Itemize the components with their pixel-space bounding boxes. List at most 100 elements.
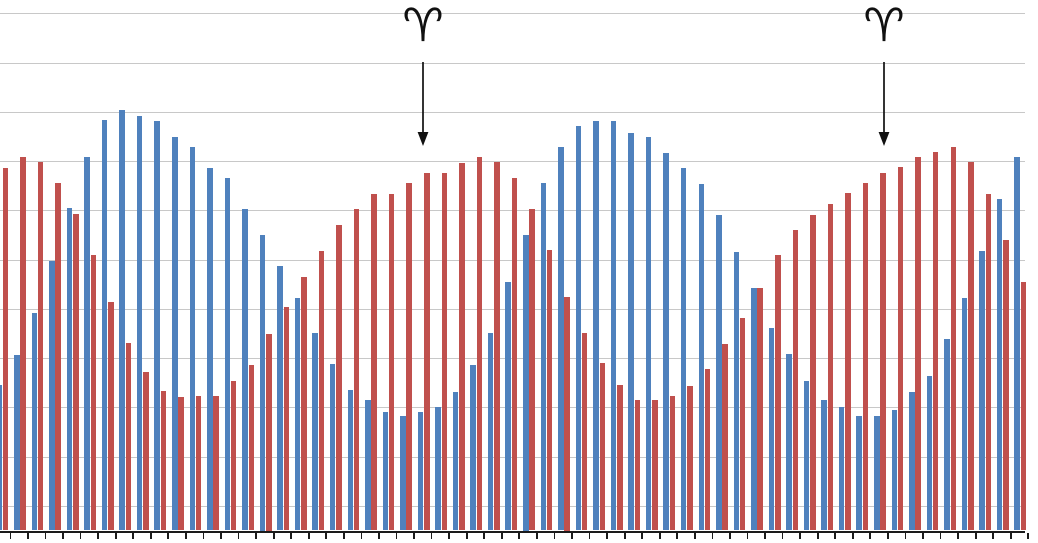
blue-series-bar [417, 411, 424, 531]
blue-series-bar [540, 182, 547, 531]
red-series-bar [739, 317, 746, 531]
red-series-bar [143, 371, 149, 531]
blue-series-bar [136, 115, 143, 531]
blue-series-bar [821, 400, 827, 531]
red-series-bar [388, 194, 395, 531]
red-series-bar [932, 151, 939, 531]
blue-series-bar [329, 363, 336, 531]
red-series-bar [529, 208, 535, 531]
x-axis-tick [606, 532, 608, 540]
red-series-bar [459, 163, 465, 531]
red-series-bar [880, 172, 886, 531]
x-axis-tick [693, 532, 696, 540]
red-series-bar [494, 162, 500, 531]
red-series-bar [266, 333, 272, 531]
x-axis-tick [887, 532, 889, 540]
blue-series-bar [1014, 156, 1020, 531]
red-series-bar [845, 193, 851, 531]
x-axis-tick [851, 532, 854, 540]
red-series-bar [792, 229, 799, 531]
blue-series-bar [979, 250, 985, 531]
x-axis-tick [939, 532, 942, 540]
blue-series-bar [84, 156, 90, 531]
aries-symbol: ♈ [402, 0, 444, 52]
blue-series-bar [154, 120, 160, 531]
red-series-bar [985, 194, 992, 531]
blue-series-bar [487, 332, 494, 531]
x-axis-tick [360, 532, 363, 540]
x-axis-tick [44, 532, 47, 540]
red-series-bar [599, 362, 605, 531]
x-axis-tick [904, 532, 907, 540]
x-axis-tick [588, 532, 591, 540]
blue-series-bar [593, 120, 599, 531]
red-series-bar [827, 203, 834, 531]
blue-series-bar [365, 400, 371, 531]
red-series-bar [652, 400, 658, 531]
blue-series-bar [242, 208, 248, 531]
x-axis-tick [518, 532, 521, 540]
blue-series-bar [0, 384, 2, 531]
red-series-bar [687, 385, 693, 531]
x-axis-tick [79, 532, 82, 540]
x-axis-tick [834, 532, 837, 540]
x-axis-tick [922, 532, 924, 540]
x-axis-tick [272, 532, 275, 540]
x-axis-tick [430, 532, 433, 540]
x-axis-tick [729, 532, 731, 540]
x-axis-tick [957, 532, 959, 540]
x-axis-tick [114, 532, 117, 540]
red-series-bar [950, 146, 956, 531]
blue-series-bar [119, 109, 125, 531]
red-series-bar [546, 249, 553, 531]
blue-series-bar [803, 380, 810, 531]
blue-series-bar [838, 406, 845, 531]
x-axis-tick [413, 532, 415, 540]
red-series-bar [230, 380, 237, 531]
x-axis-tick [974, 532, 977, 540]
blue-series-bar [698, 183, 704, 531]
x-axis-tick [307, 532, 310, 540]
x-axis-tick [185, 532, 187, 540]
blue-series-bar [856, 415, 862, 531]
blue-series-bar [891, 409, 898, 531]
blue-series-bar [259, 235, 266, 531]
red-series-bar [195, 395, 202, 531]
red-series-bar [862, 182, 869, 531]
blue-series-bar [277, 266, 283, 531]
blue-series-bar [505, 281, 511, 531]
red-series-bar [1003, 239, 1009, 531]
red-series-bar [178, 396, 184, 531]
x-axis-tick [255, 532, 257, 540]
blue-series-bar [768, 327, 775, 531]
gridline [0, 13, 1025, 15]
x-axis-tick [9, 532, 12, 540]
red-series-bar [20, 156, 26, 531]
blue-series-bar [610, 120, 617, 531]
blue-series-bar [347, 389, 353, 531]
x-axis-tick [220, 532, 222, 540]
x-axis-tick [395, 532, 398, 540]
red-series-bar [1020, 281, 1027, 531]
blue-series-bar [189, 146, 196, 531]
blue-series-bar [733, 251, 740, 531]
red-series-bar [283, 306, 290, 531]
blue-series-bar [294, 297, 301, 531]
x-axis-tick [483, 532, 486, 540]
blue-series-bar [680, 168, 687, 531]
red-series-bar [476, 156, 483, 531]
red-series-bar [617, 384, 623, 531]
x-axis-tick [764, 532, 766, 540]
blue-series-bar [751, 287, 757, 531]
red-series-bar [371, 194, 377, 531]
red-series-bar [564, 296, 570, 531]
red-series-bar [722, 343, 728, 531]
blue-series-bar [312, 332, 318, 531]
x-axis-tick [641, 532, 644, 540]
x-axis-tick [536, 532, 538, 540]
blue-series-bar [523, 235, 529, 531]
red-series-bar [915, 156, 921, 531]
x-axis-tick [62, 532, 64, 540]
x-axis-tick [465, 532, 468, 540]
